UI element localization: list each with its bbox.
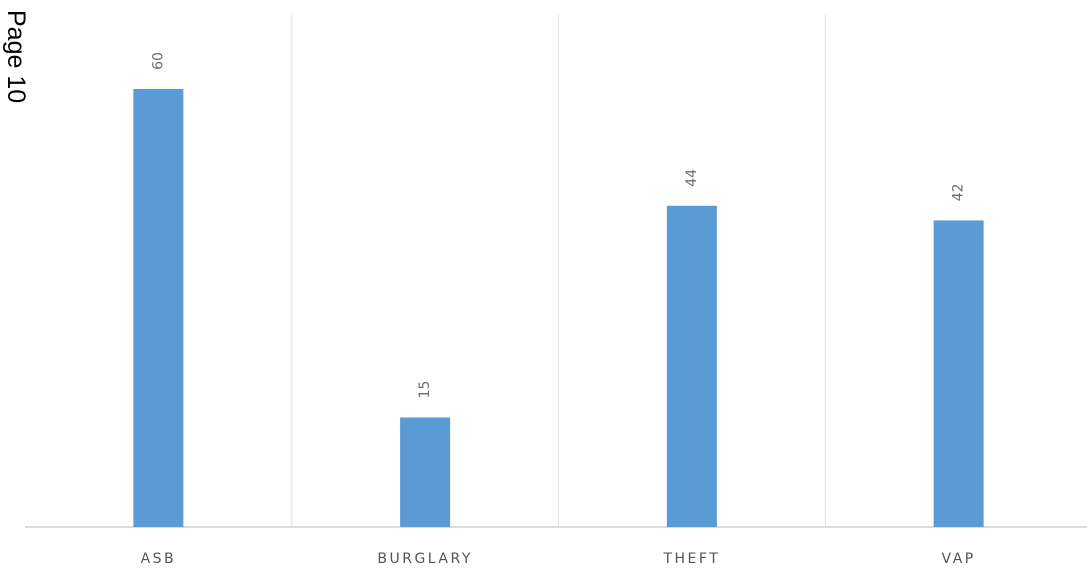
- data-labels: 60 15 44 42: [150, 52, 966, 398]
- bar-theft: [666, 205, 717, 528]
- bars: [133, 89, 984, 528]
- data-label-burglary: 15: [417, 381, 433, 399]
- page-number-label: Page 10: [2, 10, 30, 104]
- x-tick-label-theft: THEFT: [662, 551, 720, 567]
- x-tick-label-burglary: BURGLARY: [377, 551, 473, 567]
- data-label-vap: 42: [951, 183, 967, 201]
- bar-vap: [933, 220, 984, 527]
- bar-burglary: [400, 417, 451, 527]
- gridlines: [291, 15, 826, 527]
- x-tick-label-asb: ASB: [141, 551, 177, 567]
- data-label-theft: 44: [684, 169, 700, 187]
- x-tick-labels: ASB BURGLARY THEFT VAP: [141, 551, 976, 567]
- x-tick-label-vap: VAP: [942, 551, 976, 567]
- data-label-asb: 60: [150, 52, 166, 70]
- bar-asb: [133, 89, 184, 527]
